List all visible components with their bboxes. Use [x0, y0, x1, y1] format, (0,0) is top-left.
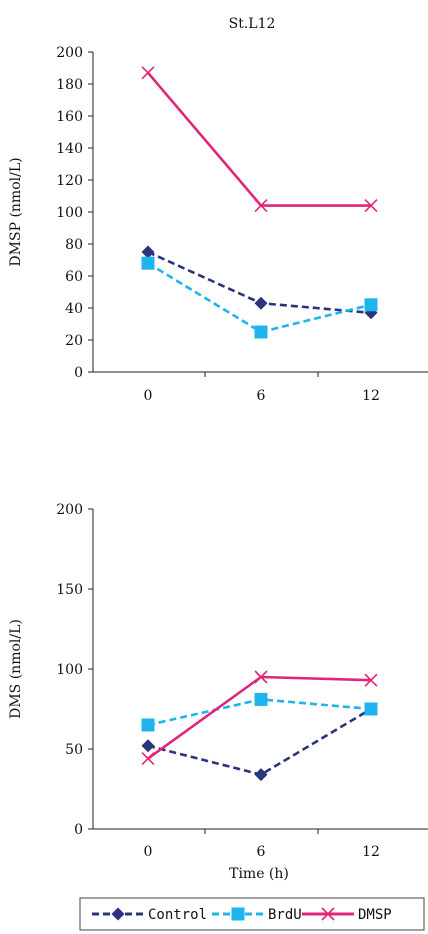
y-tick-label: 160 — [56, 109, 83, 125]
legend-label: DMSP — [358, 907, 392, 923]
legend-marker — [231, 907, 245, 921]
data-point — [364, 673, 378, 687]
legend-marker — [111, 907, 125, 921]
series-line — [147, 262, 372, 334]
x-tick-label: 0 — [144, 844, 153, 860]
data-point — [364, 199, 378, 213]
y-axis-title: DMS (nmol/L) — [8, 619, 24, 719]
data-point — [254, 325, 268, 339]
series-line — [147, 707, 372, 776]
data-point — [254, 296, 268, 310]
y-tick-label: 200 — [56, 502, 83, 518]
series-line — [147, 71, 371, 207]
data-point — [364, 702, 378, 716]
y-tick-label: 100 — [56, 662, 83, 678]
y-tick-label: 180 — [56, 77, 83, 93]
y-axis-title: DMSP (nmol/L) — [8, 157, 24, 266]
legend-entry: DMSP — [302, 907, 392, 923]
data-point — [364, 298, 378, 312]
data-point — [254, 670, 268, 684]
dmsp-chart: 0 20 40 60 80 100 120 140 160 180 200 0 6 12 DMSP (nmo… — [8, 45, 428, 404]
y-tick-label: 100 — [56, 205, 83, 221]
data-point — [141, 256, 155, 270]
data-point — [254, 768, 268, 782]
series-brdu — [141, 692, 378, 732]
y-tick-label: 0 — [74, 365, 83, 381]
y-tick-label: 0 — [74, 822, 83, 838]
data-point — [141, 718, 155, 732]
data-point — [254, 692, 268, 706]
y-tick-label: 80 — [65, 237, 83, 253]
data-point — [141, 739, 155, 753]
legend-marker — [321, 907, 335, 921]
dms-chart: 0 50 100 150 200 0 6 12 DMS (nmol/L) Time (h) — [8, 502, 428, 882]
series-brdu — [141, 256, 378, 339]
x-tick-label: 12 — [362, 844, 380, 860]
series-control — [141, 702, 378, 782]
x-tick-label: 0 — [144, 388, 153, 404]
series-dmsp — [141, 66, 378, 213]
x-tick-label: 6 — [257, 388, 266, 404]
y-tick-label: 150 — [56, 582, 83, 598]
legend-entry: BrdU — [212, 907, 302, 923]
y-tick-label: 200 — [56, 45, 83, 61]
y-tick-label: 120 — [56, 173, 83, 189]
legend-entry: Control — [92, 907, 207, 923]
y-tick-label: 40 — [65, 301, 83, 317]
data-point — [141, 752, 155, 766]
y-tick-label: 50 — [65, 742, 83, 758]
data-point — [141, 245, 155, 259]
x-axis-title: Time (h) — [229, 866, 289, 882]
legend: Control BrdU DMSP — [79, 897, 425, 931]
page-title: St.L12 — [229, 16, 276, 32]
y-tick-label: 60 — [65, 269, 83, 285]
data-point — [141, 66, 155, 80]
legend-label: Control — [148, 907, 207, 923]
x-tick-label: 6 — [257, 844, 266, 860]
data-point — [254, 199, 268, 213]
y-tick-label: 140 — [56, 141, 83, 157]
y-tick-label: 20 — [65, 333, 83, 349]
legend-label: BrdU — [268, 907, 302, 923]
x-tick-label: 12 — [362, 388, 380, 404]
series-dmsp — [141, 670, 378, 766]
series-control — [141, 245, 378, 320]
